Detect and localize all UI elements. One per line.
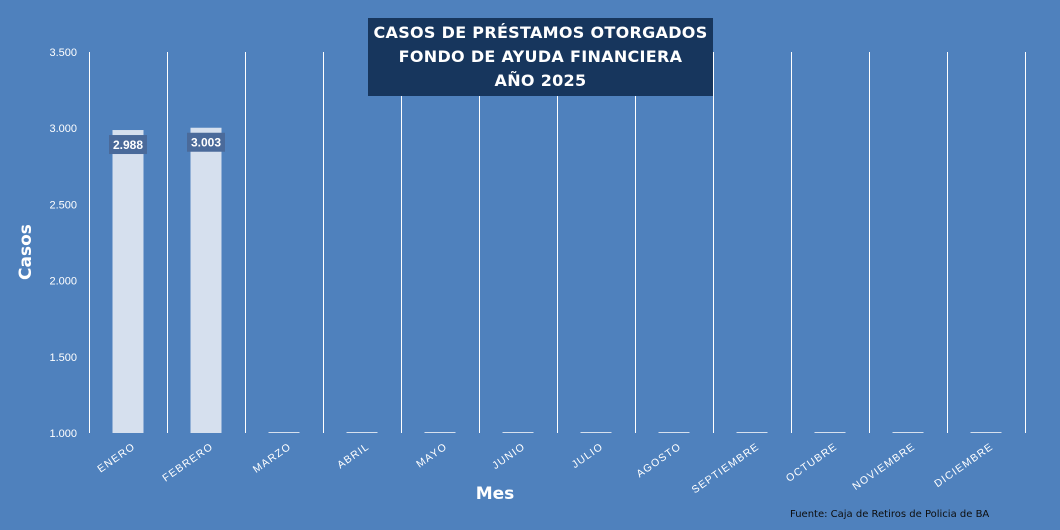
bar <box>190 127 222 433</box>
data-label-box <box>187 132 225 152</box>
data-label: 2.988 <box>113 138 143 152</box>
x-tick-label: MARZO <box>251 441 294 476</box>
x-tick-label: DICIEMBRE <box>932 441 996 490</box>
bar <box>736 432 768 433</box>
bar <box>424 432 456 433</box>
x-tick-label: FEBRERO <box>160 441 215 485</box>
source-note: Fuente: Caja de Retiros de Policia de BA <box>790 509 990 520</box>
bar <box>580 432 612 433</box>
chart-title-line-3: AÑO 2025 <box>494 71 587 90</box>
y-tick-label: 3.500 <box>49 47 77 59</box>
x-tick-label: MAYO <box>414 441 450 471</box>
y-tick-label: 3.000 <box>49 123 77 135</box>
bar <box>346 432 378 433</box>
x-axis-label: Mes <box>475 484 515 504</box>
x-tick-label: SEPTIEMBRE <box>690 441 762 497</box>
x-tick-label: ABRIL <box>335 441 372 472</box>
x-tick-label: AGOSTO <box>634 441 683 481</box>
bar <box>892 432 924 433</box>
bar <box>112 130 144 433</box>
x-tick-label: ENERO <box>95 441 137 476</box>
bar <box>502 432 534 433</box>
y-tick-label: 2.000 <box>49 276 77 288</box>
bar <box>970 432 1002 433</box>
y-axis-label: Casos <box>16 224 36 280</box>
chart-title: CASOS DE PRÉSTAMOS OTORGADOS FONDO DE AY… <box>368 18 713 96</box>
x-tick-label: JUNIO <box>490 441 528 472</box>
bar <box>268 432 300 433</box>
x-tick-label: OCTUBRE <box>784 441 840 485</box>
y-tick-label: 1.500 <box>49 352 77 364</box>
data-label: 3.003 <box>191 136 221 150</box>
bar <box>814 432 846 433</box>
y-tick-label: 2.500 <box>49 199 77 211</box>
chart-title-line-1: CASOS DE PRÉSTAMOS OTORGADOS <box>373 23 708 42</box>
chart-title-line-2: FONDO DE AYUDA FINANCIERA <box>398 47 683 66</box>
x-tick-label: NOVIEMBRE <box>850 441 917 493</box>
y-tick-label: 1.000 <box>49 428 77 440</box>
data-label-box <box>109 135 147 155</box>
x-tick-label: JULIO <box>570 441 606 471</box>
bar <box>658 432 690 433</box>
